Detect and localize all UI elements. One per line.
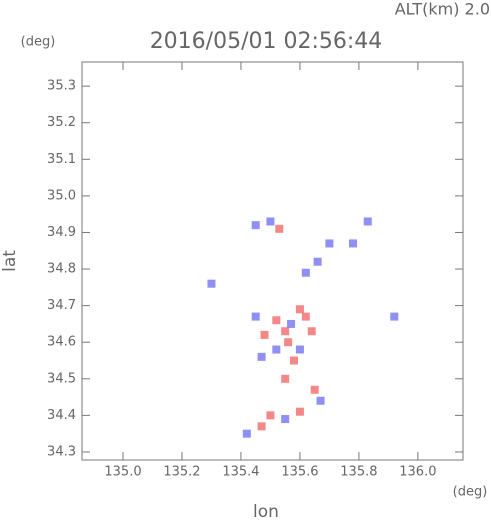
y-tick-label: 34.8 [47, 262, 76, 277]
x-tick-label: 136.0 [399, 465, 436, 480]
y-tick-label: 34.9 [47, 225, 76, 240]
radar-echo [310, 385, 319, 394]
y-tick-label: 34.5 [47, 371, 76, 386]
x-tick-label: 135.4 [222, 465, 259, 480]
y-unit: (deg) [21, 35, 56, 50]
radar-echo [290, 356, 299, 365]
radar-echo [260, 330, 269, 339]
radar-echo [295, 407, 304, 416]
radar-echo [390, 312, 399, 321]
radar-echo [295, 305, 304, 314]
y-tick-label: 35.1 [47, 152, 76, 167]
y-tick-label: 35.2 [47, 115, 76, 130]
radar-echo [275, 224, 284, 233]
radar-echo [257, 422, 266, 431]
plot-frame [81, 61, 464, 461]
radar-echo [281, 327, 290, 336]
radar-echo [301, 268, 310, 277]
radar-echo [272, 345, 281, 354]
radar-echo [307, 327, 316, 336]
x-tick-label: 135.2 [163, 465, 200, 480]
x-tick-label: 135.6 [281, 465, 318, 480]
radar-echo [363, 217, 372, 226]
radar-echo [257, 352, 266, 361]
radar-echo [272, 316, 281, 325]
radar-echo [349, 239, 358, 248]
radar-echo [207, 279, 216, 288]
radar-echo [316, 396, 325, 405]
y-axis-label: lat [0, 250, 20, 272]
y-tick-label: 34.3 [47, 444, 76, 459]
x-unit: (deg) [453, 485, 488, 500]
radar-echo [242, 429, 251, 438]
x-tick-label: 135.0 [104, 465, 141, 480]
radar-echo [325, 239, 334, 248]
y-tick-label: 34.7 [47, 298, 76, 313]
y-tick-label: 34.4 [47, 408, 76, 423]
x-tick-label: 135.8 [340, 465, 377, 480]
chart-subtitle: ALT(km) 2.0 [395, 0, 490, 19]
chart-title: 2016/05/01 02:56:44 [150, 29, 383, 54]
radar-echo [266, 411, 275, 420]
radar-echo [301, 312, 310, 321]
radar-echo [251, 221, 260, 230]
y-tick-label: 35.0 [47, 188, 76, 203]
radar-echo [281, 415, 290, 424]
radar-echo [287, 319, 296, 328]
radar-echo [284, 338, 293, 347]
x-axis-label: lon [253, 502, 279, 521]
radar-echo [281, 374, 290, 383]
y-tick-label: 35.3 [47, 79, 76, 94]
radar-echo [251, 312, 260, 321]
radar-echo [295, 345, 304, 354]
y-tick-label: 34.6 [47, 335, 76, 350]
radar-echo [266, 217, 275, 226]
radar-echo [313, 257, 322, 266]
